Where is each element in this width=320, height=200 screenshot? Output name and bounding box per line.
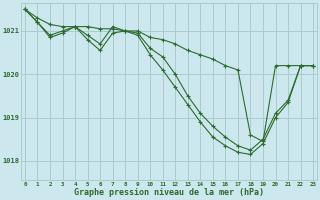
X-axis label: Graphe pression niveau de la mer (hPa): Graphe pression niveau de la mer (hPa) <box>74 188 264 197</box>
